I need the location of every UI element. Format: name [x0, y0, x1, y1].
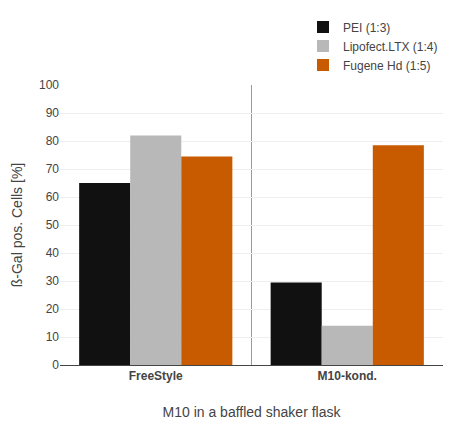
svg-text:M10-kond.: M10-kond.: [318, 369, 377, 383]
svg-text:Fugene Hd (1:5): Fugene Hd (1:5): [343, 59, 430, 73]
svg-text:M10 in a baffled shaker flask: M10 in a baffled shaker flask: [163, 404, 342, 420]
svg-text:0: 0: [52, 358, 59, 372]
svg-text:ß-Gal pos. Cells [%]: ß-Gal pos. Cells [%]: [9, 163, 25, 287]
svg-text:100: 100: [39, 78, 59, 92]
svg-text:10: 10: [46, 330, 60, 344]
svg-text:80: 80: [46, 134, 60, 148]
svg-text:20: 20: [46, 302, 60, 316]
svg-text:90: 90: [46, 106, 60, 120]
svg-text:30: 30: [46, 274, 60, 288]
svg-text:40: 40: [46, 246, 60, 260]
svg-text:70: 70: [46, 162, 60, 176]
svg-text:FreeStyle: FreeStyle: [129, 369, 183, 383]
svg-text:PEI (1:3): PEI (1:3): [343, 21, 390, 35]
svg-text:50: 50: [46, 218, 60, 232]
svg-text:60: 60: [46, 190, 60, 204]
svg-text:Lipofect.LTX (1:4): Lipofect.LTX (1:4): [343, 40, 438, 54]
